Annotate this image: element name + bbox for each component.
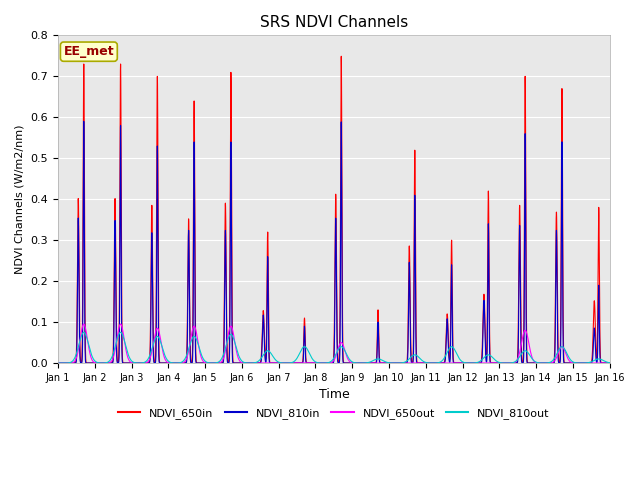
Legend: NDVI_650in, NDVI_810in, NDVI_650out, NDVI_810out: NDVI_650in, NDVI_810in, NDVI_650out, NDV… — [114, 403, 554, 423]
Text: EE_met: EE_met — [63, 45, 114, 58]
Y-axis label: NDVI Channels (W/m2/nm): NDVI Channels (W/m2/nm) — [15, 124, 25, 274]
Title: SRS NDVI Channels: SRS NDVI Channels — [260, 15, 408, 30]
X-axis label: Time: Time — [319, 388, 349, 401]
